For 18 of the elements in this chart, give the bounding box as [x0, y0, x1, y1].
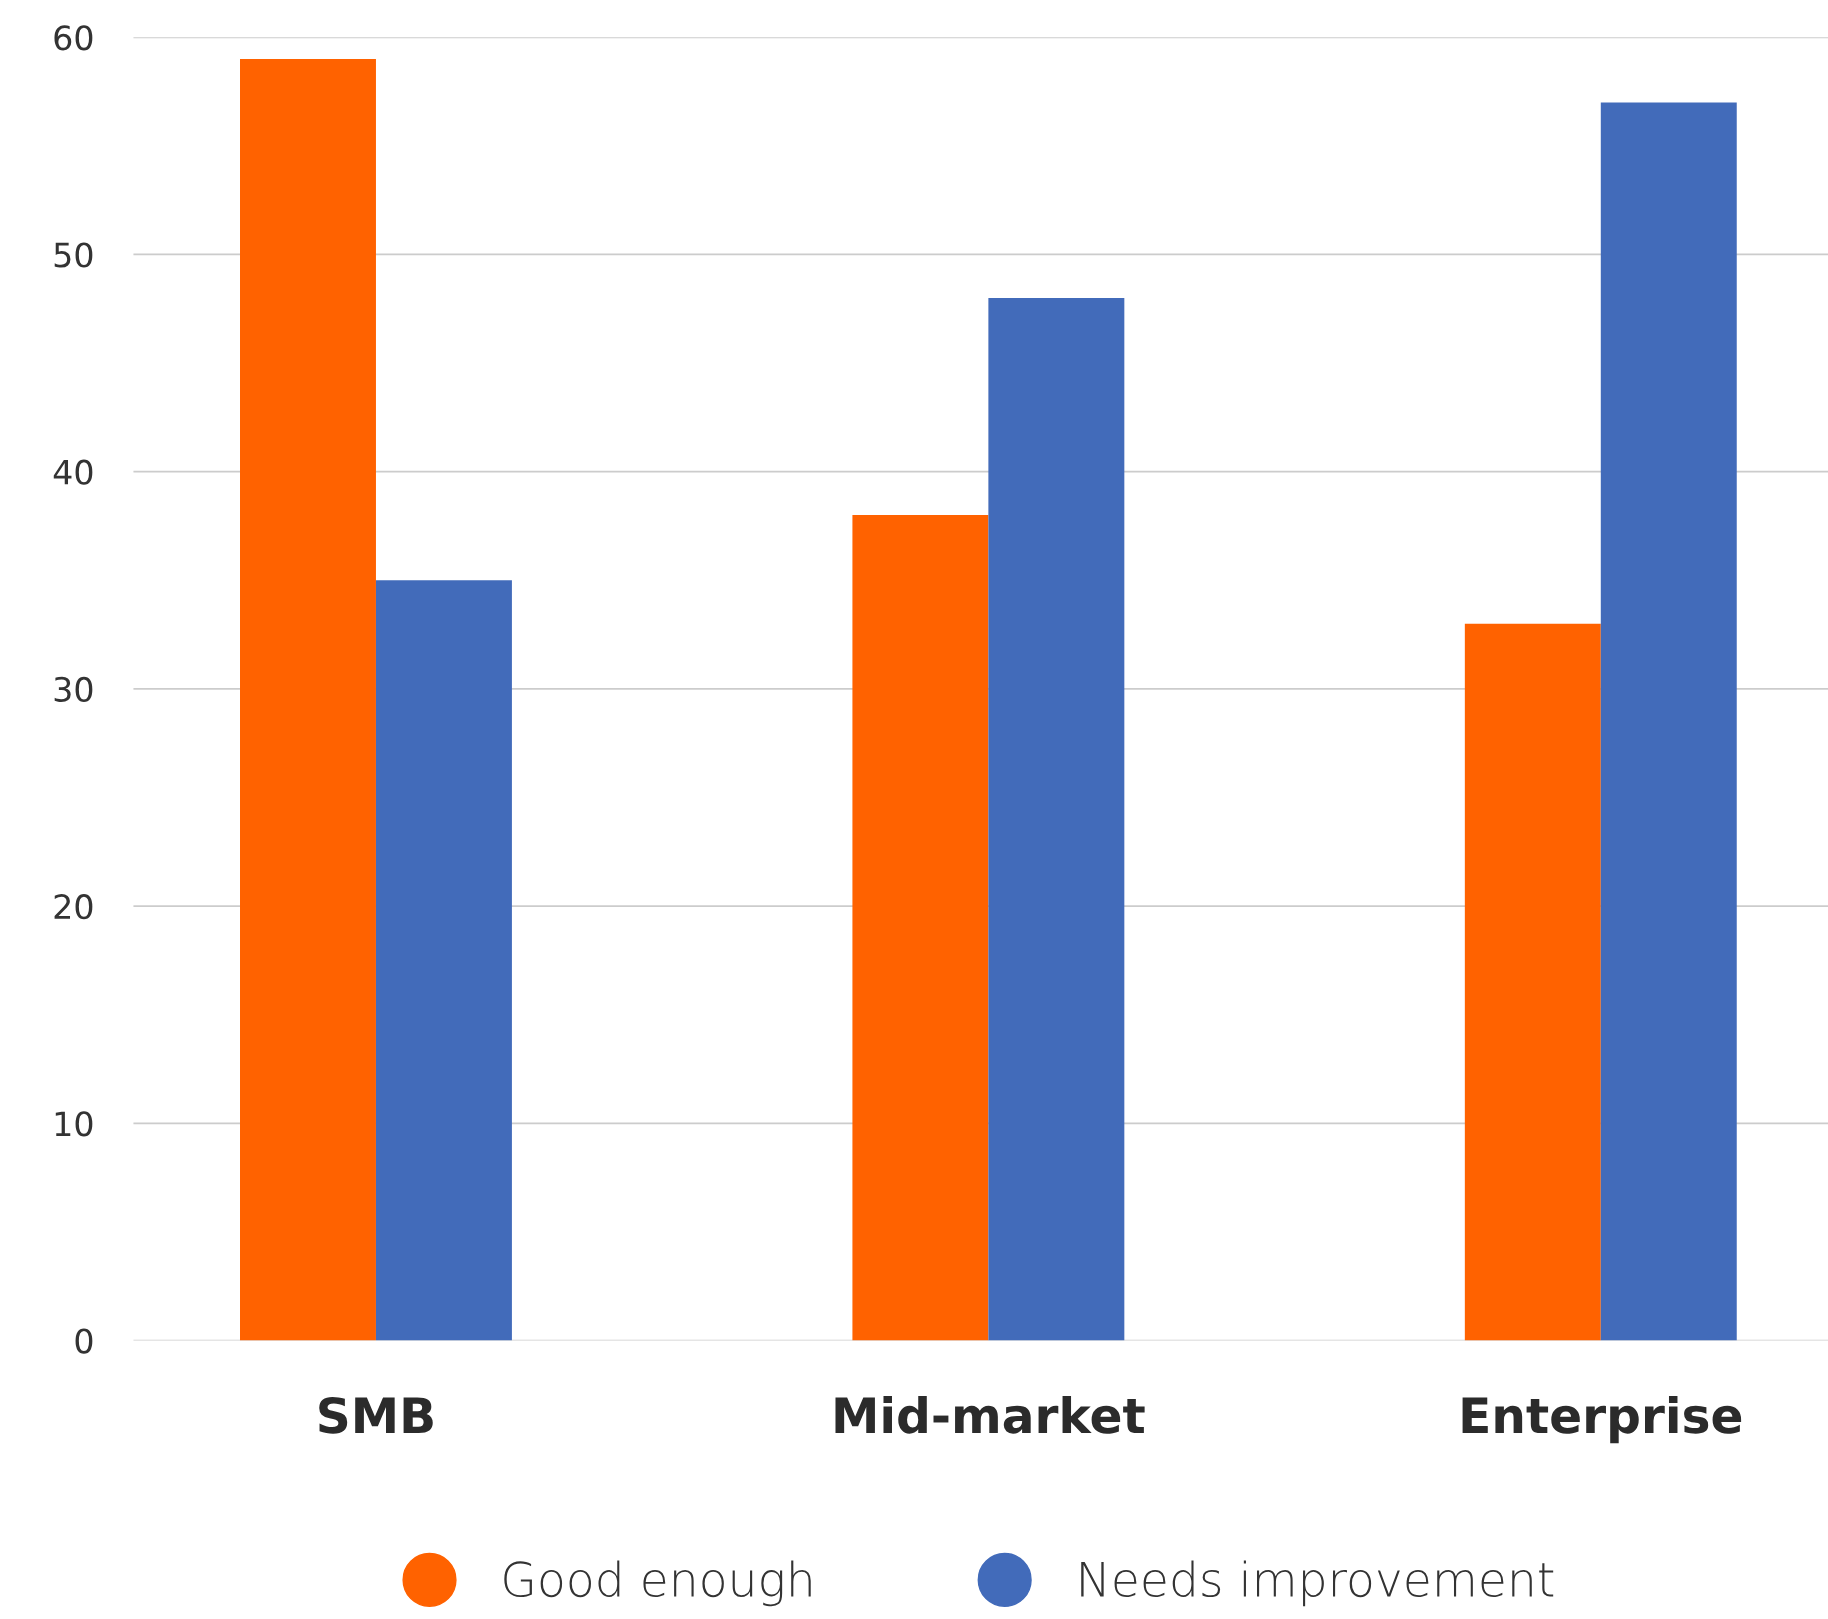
y-tick-label: 60	[54, 25, 93, 51]
legend-label: Needs improvement	[1081, 1560, 1554, 1607]
x-tick-label: Enterprise	[1462, 1396, 1742, 1444]
y-tick-label: 10	[55, 1111, 93, 1137]
bar	[1600, 102, 1737, 1341]
y-tick-label: 40	[53, 459, 93, 485]
y-tick-label: 0	[75, 1328, 93, 1354]
legend-label: Good enough	[504, 1560, 811, 1607]
bar	[375, 580, 512, 1341]
x-tick-label: Mid-market	[835, 1396, 1145, 1434]
bar	[240, 58, 376, 1341]
x-tick-label: SMB	[319, 1396, 433, 1434]
bar	[852, 515, 989, 1341]
bar	[1464, 623, 1601, 1341]
y-tick-label: 20	[54, 894, 93, 920]
bar	[988, 297, 1125, 1341]
y-tick-label: 50	[54, 242, 93, 268]
y-tick-label: 30	[54, 676, 93, 703]
